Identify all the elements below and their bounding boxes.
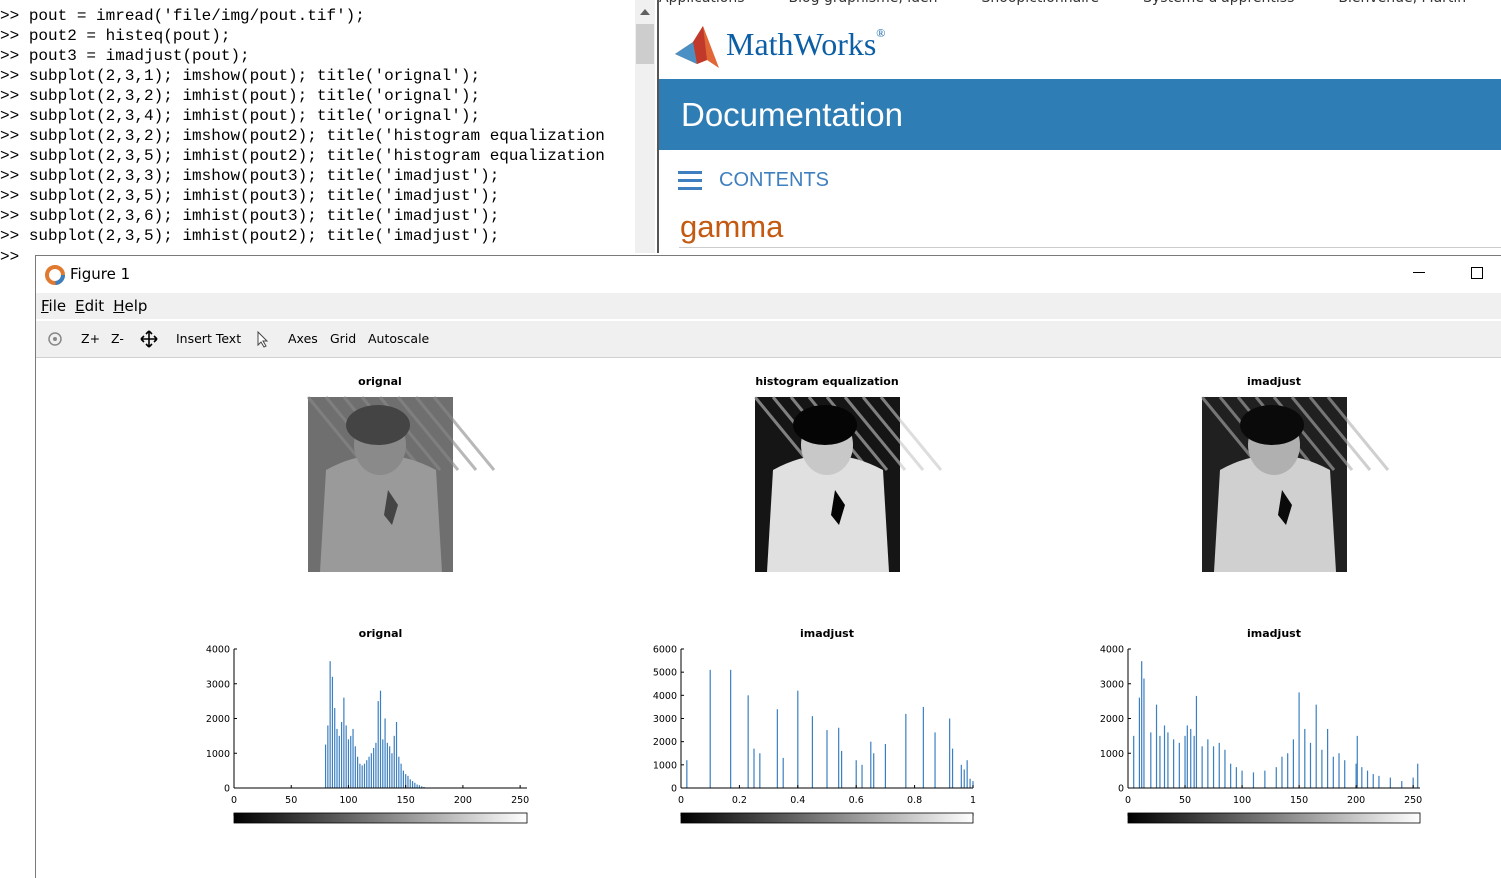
prompt: >> bbox=[0, 7, 20, 25]
code: subplot(2,3,5); imhist(pout2); title('hi… bbox=[28, 147, 605, 165]
command-line: >> pout3 = imadjust(pout); bbox=[0, 46, 635, 66]
logo-icon bbox=[675, 26, 719, 68]
prompt: >> bbox=[0, 27, 20, 45]
prompt: >> bbox=[0, 248, 20, 266]
code: subplot(2,3,5); imhist(pout3); title('im… bbox=[28, 187, 500, 205]
tool-button[interactable]: Autoscale bbox=[368, 331, 430, 346]
maximize-button[interactable] bbox=[1471, 267, 1483, 279]
bookmark[interactable]: Blog graphisme, iden bbox=[789, 0, 938, 6]
toolbar: Z+ Z- Insert Text Axes Grid Autoscale bbox=[36, 321, 1501, 358]
browser: Applications Blog graphisme, iden Snoopict… bbox=[657, 0, 1501, 253]
command-window: >> pout = imread('file/img/pout.tif'); >>… bbox=[0, 0, 635, 253]
minimize-button[interactable] bbox=[1413, 272, 1425, 273]
tool-button[interactable]: Axes bbox=[288, 331, 318, 346]
rotate-icon[interactable] bbox=[47, 331, 63, 347]
code: subplot(2,3,3); imshow(pout3); title('im… bbox=[28, 167, 500, 185]
prompt: >> bbox=[0, 227, 20, 245]
command-line: >> subplot(2,3,5); imhist(pout2); title(… bbox=[0, 146, 635, 166]
tool-button[interactable]: Z+ bbox=[81, 331, 101, 346]
code: subplot(2,3,1); imshow(pout); title('ori… bbox=[28, 67, 481, 85]
menu-icon[interactable] bbox=[678, 170, 704, 192]
code: pout3 = imadjust(pout); bbox=[28, 47, 250, 65]
bookmarks-bar: Applications Blog graphisme, iden Snoopict… bbox=[659, 0, 1501, 6]
tool-button[interactable]: Z- bbox=[111, 331, 124, 346]
prompt: >> bbox=[0, 187, 20, 205]
pan-icon[interactable] bbox=[140, 330, 158, 348]
command-line: >> subplot(2,3,2); imshow(pout2); title(… bbox=[0, 126, 635, 146]
prompt: >> bbox=[0, 207, 20, 225]
select-icon[interactable] bbox=[256, 331, 270, 349]
command-line: >> subplot(2,3,5); imhist(pout3); title(… bbox=[0, 186, 635, 206]
command-line: >> pout2 = histeq(pout); bbox=[0, 26, 635, 46]
contents-link[interactable]: CONTENTS bbox=[719, 169, 829, 191]
code: subplot(2,3,6); imhist(pout3); title('im… bbox=[28, 207, 500, 225]
app-icon bbox=[45, 265, 65, 285]
tool-button[interactable]: Insert Text bbox=[176, 331, 242, 346]
code: subplot(2,3,5); imhist(pout2); title('im… bbox=[28, 227, 500, 245]
bookmark[interactable]: Système d'apprentiss bbox=[1143, 0, 1294, 6]
prompt: >> bbox=[0, 167, 20, 185]
code: subplot(2,3,2); imhist(pout); title('ori… bbox=[28, 87, 481, 105]
command-line: >> subplot(2,3,4); imhist(pout); title('… bbox=[0, 106, 635, 126]
prompt: >> bbox=[0, 87, 20, 105]
prompt: >> bbox=[0, 147, 20, 165]
logo-mark: ® bbox=[876, 26, 886, 40]
command-line: >> subplot(2,3,1); imshow(pout); title('… bbox=[0, 66, 635, 86]
command-line: >> pout = imread('file/img/pout.tif'); bbox=[0, 6, 635, 26]
command-line: >> subplot(2,3,2); imhist(pout); title('… bbox=[0, 86, 635, 106]
menu-item[interactable]: Help bbox=[113, 297, 148, 315]
prompt: >> bbox=[0, 107, 20, 125]
figure-window: Figure 1 File Edit Help Z+ Z- Insert Text Axe… bbox=[35, 255, 1501, 878]
command-line: >> subplot(2,3,5); imhist(pout2); title(… bbox=[0, 226, 635, 246]
menu-item[interactable]: File bbox=[41, 297, 67, 315]
bookmark[interactable]: Bienvenue, Martin bbox=[1338, 0, 1466, 6]
prompt: >> bbox=[0, 47, 20, 65]
command-line: >> subplot(2,3,6); imhist(pout3); title(… bbox=[0, 206, 635, 226]
code: pout = imread('file/img/pout.tif'); bbox=[28, 7, 365, 25]
command-line: >> subplot(2,3,3); imshow(pout3); title(… bbox=[0, 166, 635, 186]
page-heading: gamma bbox=[680, 209, 784, 244]
logo-text: MathWorks bbox=[726, 26, 877, 62]
banner: Documentation bbox=[681, 96, 903, 133]
menu-item[interactable]: Edit bbox=[75, 297, 105, 315]
tool-button[interactable]: Grid bbox=[330, 331, 357, 346]
menu-bar: File Edit Help bbox=[36, 293, 1501, 319]
code: subplot(2,3,4); imhist(pout); title('ori… bbox=[28, 107, 481, 125]
code: pout2 = histeq(pout); bbox=[28, 27, 231, 45]
prompt: >> bbox=[0, 67, 20, 85]
window-title: Figure 1 bbox=[70, 265, 131, 283]
bookmark[interactable]: Applications bbox=[659, 0, 745, 6]
bookmark[interactable]: Snoopictionnaire bbox=[982, 0, 1100, 6]
code: subplot(2,3,2); imshow(pout2); title('hi… bbox=[28, 127, 605, 145]
prompt: >> bbox=[0, 127, 20, 145]
scrollbar[interactable] bbox=[635, 0, 655, 253]
